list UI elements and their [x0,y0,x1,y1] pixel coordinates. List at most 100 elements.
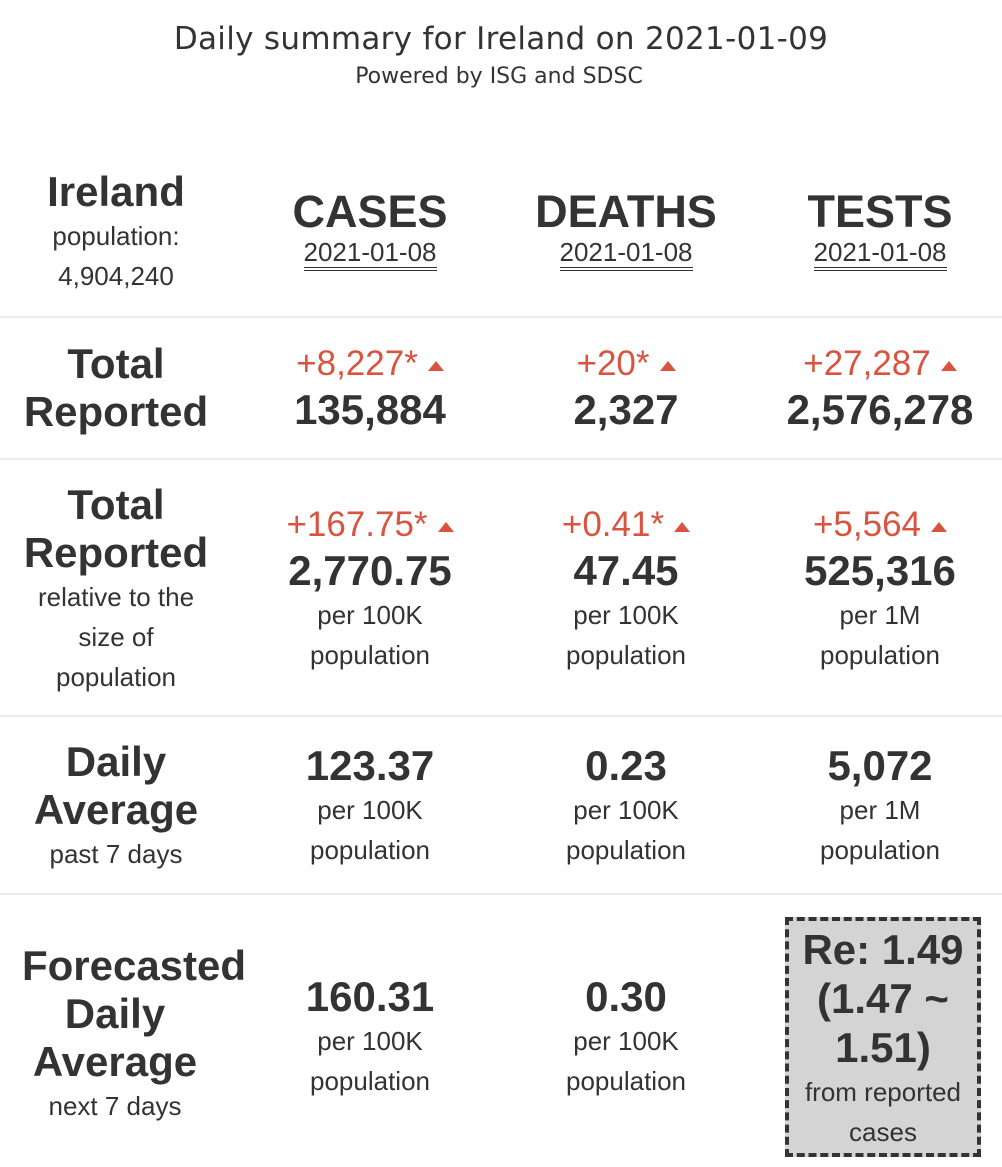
row-label-total-reported: Total Reported [0,340,232,436]
column-tests-date: 2021-01-08 [813,238,947,271]
delta-value: +0.41* [516,503,736,547]
cell-tests-relative: +5,564 525,316 per 1M population [770,503,990,675]
row-divider [0,458,1002,460]
population-label: population: [52,221,180,251]
re-range-end: 1.51) [835,1024,931,1071]
row-forecast: Forecasted Daily Average next 7 days 160… [0,895,1002,1167]
row-label-line: Daily [65,738,167,785]
row-divider [0,893,1002,895]
re-source: from reported [804,1077,962,1107]
country-info: Ireland population: 4,904,240 [0,168,232,296]
cell-cases-relative: +167.75* 2,770.75 per 100K population [260,503,480,675]
delta-value: +20* [516,342,736,386]
row-total-reported: Total Reported +8,227* 135,884 +20* 2,32… [0,318,1002,458]
row-divider [0,316,1002,318]
triangle-up-icon [427,361,444,371]
cell-deaths-total: +20* 2,327 [516,342,736,434]
re-source: cases [849,1117,917,1147]
column-cases-title: CASES [292,186,448,237]
cell-deaths-relative: +0.41* 47.45 per 100K population [516,503,736,675]
metric-unit: per 1M [839,795,921,825]
metric-value: 160.31 [305,973,435,1020]
row-label-line: Average [33,786,199,833]
page-subtitle: Powered by ISG and SDSC [355,64,643,89]
cell-tests-daily-average: 5,072 per 1M population [770,742,990,870]
row-sublabel: size of [78,622,154,652]
re-value: Re: 1.49 [802,926,964,973]
metric-unit: per 100K [317,795,423,825]
metric-unit: population [820,835,940,865]
delta-text: +5,564 [812,505,922,544]
row-label-relative: Total Reported relative to the size of p… [0,481,232,697]
row-sublabel: relative to the [37,582,195,612]
metric-unit: population [310,640,430,670]
row-label-line: Total [67,481,165,528]
delta-text: +20* [576,344,650,383]
column-tests: TESTS 2021-01-08 [770,186,990,271]
metric-unit: population [310,1066,430,1096]
row-relative: Total Reported relative to the size of p… [0,460,1002,715]
row-sublabel: population [56,662,176,692]
row-label-line: Average [32,1038,198,1085]
metric-unit: per 100K [573,600,679,630]
delta-value: +8,227* [260,342,480,386]
triangle-up-icon [437,522,454,532]
metric-value: 135,884 [294,386,446,433]
triangle-up-icon [659,361,676,371]
cell-cases-daily-average: 123.37 per 100K population [260,742,480,870]
row-label-daily-average: Daily Average past 7 days [0,738,232,874]
row-label-line: Reported [23,529,209,576]
triangle-up-icon [931,522,948,532]
metric-unit: per 100K [317,600,423,630]
row-daily-average: Daily Average past 7 days 123.37 per 100… [0,717,1002,893]
metric-unit: per 100K [573,795,679,825]
metric-value: 0.30 [585,973,667,1020]
metric-value: 2,770.75 [288,547,452,594]
metric-unit: population [566,640,686,670]
row-label-line: Reported [23,388,209,435]
delta-value: +27,287 [770,342,990,386]
metric-value: 123.37 [305,742,435,789]
delta-text: +27,287 [803,344,931,383]
column-deaths-title: DEATHS [535,186,717,237]
delta-text: +167.75* [286,505,428,544]
cell-cases-total: +8,227* 135,884 [260,342,480,434]
metric-value: 2,327 [573,386,679,433]
page-title: Daily summary for Ireland on 2021-01-09 [173,21,829,57]
metric-unit: per 100K [317,1026,423,1056]
row-label-line: Total [67,340,165,387]
metric-unit: population [566,1066,686,1096]
row-label-line: Forecasted [21,942,247,989]
column-cases-date: 2021-01-08 [303,238,437,271]
row-label-forecast: Forecasted Daily Average next 7 days [8,942,260,1126]
delta-value: +5,564 [770,503,990,547]
metric-value: 525,316 [804,547,956,594]
metric-value: 2,576,278 [786,386,974,433]
row-label-line: Daily [64,990,166,1037]
metric-value: 47.45 [573,547,679,594]
delta-text: +8,227* [296,344,418,383]
triangle-up-icon [940,361,957,371]
column-deaths-date: 2021-01-08 [559,238,693,271]
metric-unit: population [820,640,940,670]
delta-value: +167.75* [260,503,480,547]
column-cases: CASES 2021-01-08 [260,186,480,271]
metric-value: 0.23 [585,742,667,789]
delta-text: +0.41* [561,505,665,544]
metric-unit: population [310,835,430,865]
column-deaths: DEATHS 2021-01-08 [516,186,736,271]
population-value: 4,904,240 [58,261,174,291]
metric-unit: per 100K [573,1026,679,1056]
metric-unit: population [566,835,686,865]
re-range-start: (1.47 ~ [817,975,949,1022]
reproduction-number-box: Re: 1.49 (1.47 ~ 1.51) from reported cas… [785,917,981,1157]
cell-deaths-daily-average: 0.23 per 100K population [516,742,736,870]
row-sublabel: past 7 days [49,839,183,869]
row-divider [0,715,1002,717]
cell-cases-forecast: 160.31 per 100K population [260,973,480,1101]
metric-unit: per 1M [839,600,921,630]
cell-tests-total: +27,287 2,576,278 [770,342,990,434]
country-name: Ireland [47,168,185,215]
row-sublabel: next 7 days [48,1091,182,1121]
metric-value: 5,072 [827,742,933,789]
